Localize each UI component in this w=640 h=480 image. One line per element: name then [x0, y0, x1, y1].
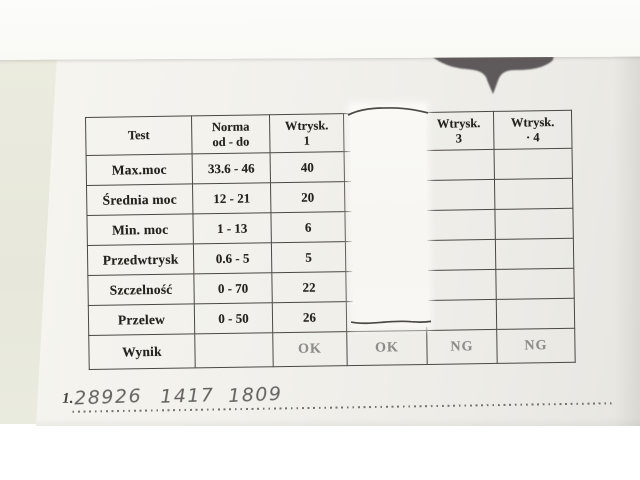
wtrysk4-cell [494, 148, 573, 180]
wtrysk4-cell [494, 178, 573, 210]
wtrysk3-cell [424, 149, 495, 181]
norma-cell: 12 - 21 [192, 182, 271, 214]
wtrysk1-cell: 6 [270, 211, 346, 243]
row-label: Min. moc [86, 213, 194, 246]
header-test: Test [85, 115, 193, 156]
header-wtrysk-4: Wtrysk. · 4 [493, 110, 573, 150]
correction-tape-band [347, 103, 432, 329]
norma-cell: 0.6 - 5 [193, 242, 272, 274]
results-table-area: Test Norma od - do Wtrysk. 1 Wtrysk. 3 [85, 103, 576, 370]
row-label: Max.moc [86, 153, 193, 186]
wtrysk3-cell [424, 209, 496, 241]
row-label: Przedwtrysk [87, 243, 194, 276]
result-wtrysk2: OK [346, 330, 428, 366]
top-paper-strip [0, 0, 640, 60]
wtrysk4-cell [496, 298, 575, 330]
wtrysk3-cell [426, 299, 497, 331]
handwritten-number: 28926 [73, 384, 143, 410]
result-row: Wynik OK OK NG NG [88, 328, 576, 370]
norma-cell: 0 - 50 [194, 302, 273, 334]
dark-logo-fragment-icon [433, 48, 555, 96]
wtrysk3-cell [425, 269, 497, 301]
header-wtrysk-1: Wtrysk. 1 [269, 113, 345, 153]
dotted-fill-line [72, 402, 615, 414]
handwritten-serial-line: 1. 28926 1417 1809 [58, 377, 621, 428]
document-paper [36, 54, 640, 426]
wtrysk3-cell [425, 239, 496, 271]
norma-cell: 1 - 13 [192, 212, 272, 244]
wtrysk4-cell [495, 268, 575, 300]
header-norma: Norma od - do [191, 114, 271, 154]
wtrysk4-cell [494, 208, 574, 240]
result-wtrysk3: NG [426, 329, 498, 365]
line-number-label: 1. [62, 390, 74, 407]
result-norma-cell [194, 332, 274, 368]
row-label: Średnia moc [86, 183, 193, 216]
result-label: Wynik [88, 333, 196, 370]
header-wtrysk-3: Wtrysk. 3 [423, 111, 495, 151]
wtrysk1-cell: 22 [271, 271, 347, 303]
norma-cell: 33.6 - 46 [192, 152, 271, 184]
result-wtrysk4: NG [496, 328, 576, 364]
result-wtrysk1: OK [272, 331, 348, 367]
results-table: Test Norma od - do Wtrysk. 1 Wtrysk. 3 [85, 110, 576, 370]
handwritten-number: 1417 [159, 384, 215, 408]
wtrysk1-cell: 40 [270, 151, 345, 183]
row-label: Przelew [88, 303, 195, 336]
wtrysk3-cell [424, 179, 495, 211]
row-label: Szczelność [87, 273, 195, 306]
wtrysk4-cell [495, 238, 574, 270]
wtrysk1-cell: 5 [271, 241, 346, 273]
wtrysk1-cell: 26 [272, 301, 347, 333]
wtrysk1-cell: 20 [270, 181, 345, 213]
handwritten-number: 1809 [227, 382, 283, 408]
norma-cell: 0 - 70 [193, 272, 273, 304]
